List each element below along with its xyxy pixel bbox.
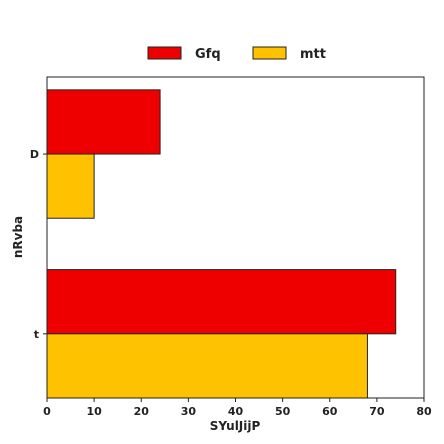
y-tick-label: t [34, 328, 39, 341]
legend-label-mtt: mtt [300, 47, 326, 62]
x-tick-label: 70 [369, 405, 385, 418]
legend-swatch-mtt [252, 46, 287, 60]
bar-mtt-D [46, 153, 95, 219]
legend: Gfq mtt [147, 46, 326, 62]
x-tick-label: 10 [86, 405, 102, 418]
y-axis-label: nRvba [11, 216, 25, 258]
x-tick-label: 30 [181, 405, 197, 418]
bar-mtt-t [46, 333, 368, 399]
x-tick-label: 40 [228, 405, 244, 418]
bars-group [46, 89, 397, 399]
y-axis-ticks: Dt [30, 148, 47, 341]
x-tick-label: 50 [275, 405, 291, 418]
bar-Gfq-t [46, 269, 397, 335]
bar-Gfq-D [46, 89, 161, 155]
x-axis-ticks: 0 10 20 30 40 50 60 70 80 [43, 398, 432, 418]
x-tick-label: 20 [134, 405, 150, 418]
x-tick-label: 0 [43, 405, 51, 418]
legend-label-Gfq: Gfq [195, 47, 221, 62]
x-tick-label: 80 [416, 405, 432, 418]
x-axis-label: SYulJijP [210, 419, 261, 433]
legend-swatch-Gfq [147, 46, 182, 60]
x-tick-label: 60 [322, 405, 338, 418]
y-tick-label: D [30, 148, 39, 161]
